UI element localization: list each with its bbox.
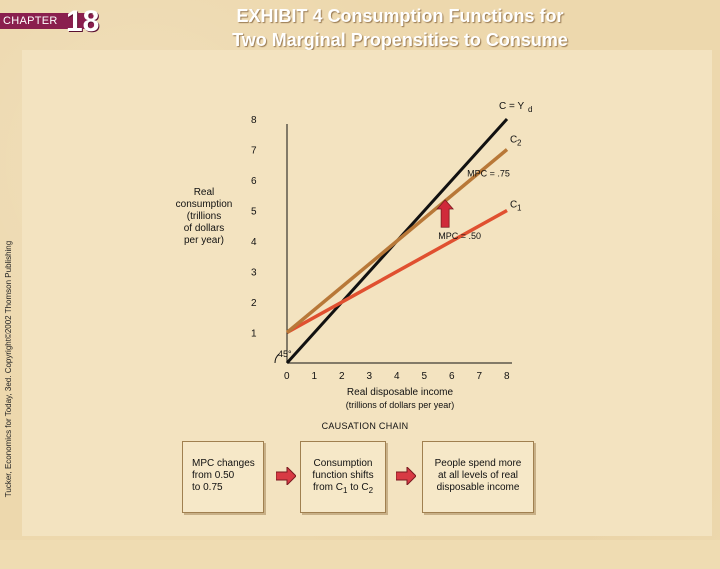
box-2-line-2: function shifts [312,470,374,481]
label-c-equals-yd-subscript: d [528,105,532,114]
box-2-sub-2: 2 [368,486,374,495]
causation-box-3-text: People spend more at all levels of real … [434,458,522,493]
causation-box-1-text: MPC changes from 0.50 to 0.75 [192,458,255,493]
y-tick-label-7: 7 [251,146,257,157]
y-tick-label-8: 8 [251,115,257,126]
label-c2-subscript: 2 [517,139,522,148]
box-2-to-c: to C [347,482,369,493]
y-tick-label-5: 5 [251,207,257,218]
series-line-3 [285,148,509,334]
y-tick-label-6: 6 [251,176,257,187]
y-axis-label: Real consumption (trillions of dollars p… [175,187,233,246]
chapter-pill [0,13,96,29]
label-c1-subscript: 1 [517,204,522,213]
label-c1: C [510,200,517,211]
x-tick-label-2: 2 [339,371,345,382]
series-line-2 [286,208,508,335]
x-tick-label-5: 5 [422,371,428,382]
box-2-line-3: from C1 to C2 [303,482,383,497]
x-tick-label-3: 3 [367,371,373,382]
title-line-2: Two Marginal Propensities to Consume [232,30,568,50]
causation-chain-title: CAUSATION CHAIN [321,421,409,431]
x-axis-label-main: Real disposable income [346,387,454,398]
box-2-line-1: Consumption [313,458,373,469]
label-mpc-050: MPC = .50 [438,231,481,241]
x-tick-label-7: 7 [477,371,483,382]
chapter-label: CHAPTER [3,15,58,27]
chapter-number: 18 [66,5,100,38]
causation-arrow-2-icon [396,467,416,485]
causation-box-3 [422,441,534,513]
y-tick-label-2: 2 [251,298,257,309]
label-c2: C [510,135,517,146]
x-tick-label-4: 4 [394,371,400,382]
shift-up-arrow-icon [436,199,455,228]
exhibit-title: EXHIBIT 4 Consumption Functions for Two … [150,4,650,52]
y-tick-label-1: 1 [251,329,257,340]
x-tick-label-6: 6 [449,371,455,382]
x-tick-label-8: 8 [504,371,510,382]
label-mpc-075: MPC = .75 [467,168,510,178]
causation-box-1 [182,441,264,513]
label-c-equals-yd: C = Y [499,101,524,112]
angle-arc [274,353,280,364]
causation-box-2 [300,441,386,513]
causation-box-2-text: Consumption function shifts from C1 to C… [303,458,383,497]
x-axis-label: Real disposable income (trillions of dol… [315,387,485,411]
box-2-sub-1: 1 [342,486,348,495]
y-tick-label-3: 3 [251,268,257,279]
x-axis-label-sub: (trillions of dollars per year) [345,400,455,410]
box-2-from-c: from C [312,482,343,493]
x-tick-label-0: 0 [284,371,290,382]
x-tick-label-1: 1 [312,371,318,382]
chapter-badge: CHAPTER 18 [0,5,100,38]
title-line-1: EXHIBIT 4 Consumption Functions for [236,6,564,26]
causation-arrow-1-icon [276,467,296,485]
y-tick-label-4: 4 [251,237,257,248]
angle-45-label: 45° [278,349,292,359]
